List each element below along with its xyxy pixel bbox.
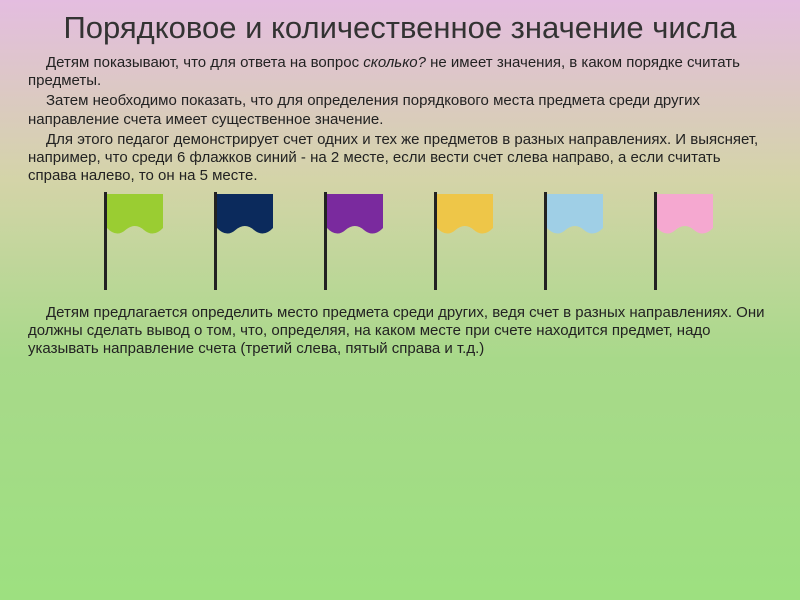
p1-a: Детям показывают, что для ответа на вопр… xyxy=(46,54,363,71)
paragraph-1: Детям показывают, что для ответа на вопр… xyxy=(28,54,772,91)
slide-title: Порядковое и количественное значение чис… xyxy=(0,0,800,54)
flag-1 xyxy=(104,192,166,290)
content-area: Детям показывают, что для ответа на вопр… xyxy=(0,54,800,359)
flags-row xyxy=(28,192,772,290)
flag-icon xyxy=(324,192,386,290)
paragraph-3: Для этого педагог демонстрирует счет одн… xyxy=(28,131,772,186)
flag-icon xyxy=(654,192,716,290)
flag-3 xyxy=(324,192,386,290)
flag-2 xyxy=(214,192,276,290)
paragraph-4: Детям предлагается определить место пред… xyxy=(28,304,772,359)
flag-icon xyxy=(434,192,496,290)
flag-icon xyxy=(214,192,276,290)
flag-6 xyxy=(654,192,716,290)
paragraph-2: Затем необходимо показать, что для опред… xyxy=(28,92,772,129)
flag-icon xyxy=(544,192,606,290)
p1-italic: сколько? xyxy=(363,54,426,71)
flag-4 xyxy=(434,192,496,290)
flag-icon xyxy=(104,192,166,290)
flag-5 xyxy=(544,192,606,290)
